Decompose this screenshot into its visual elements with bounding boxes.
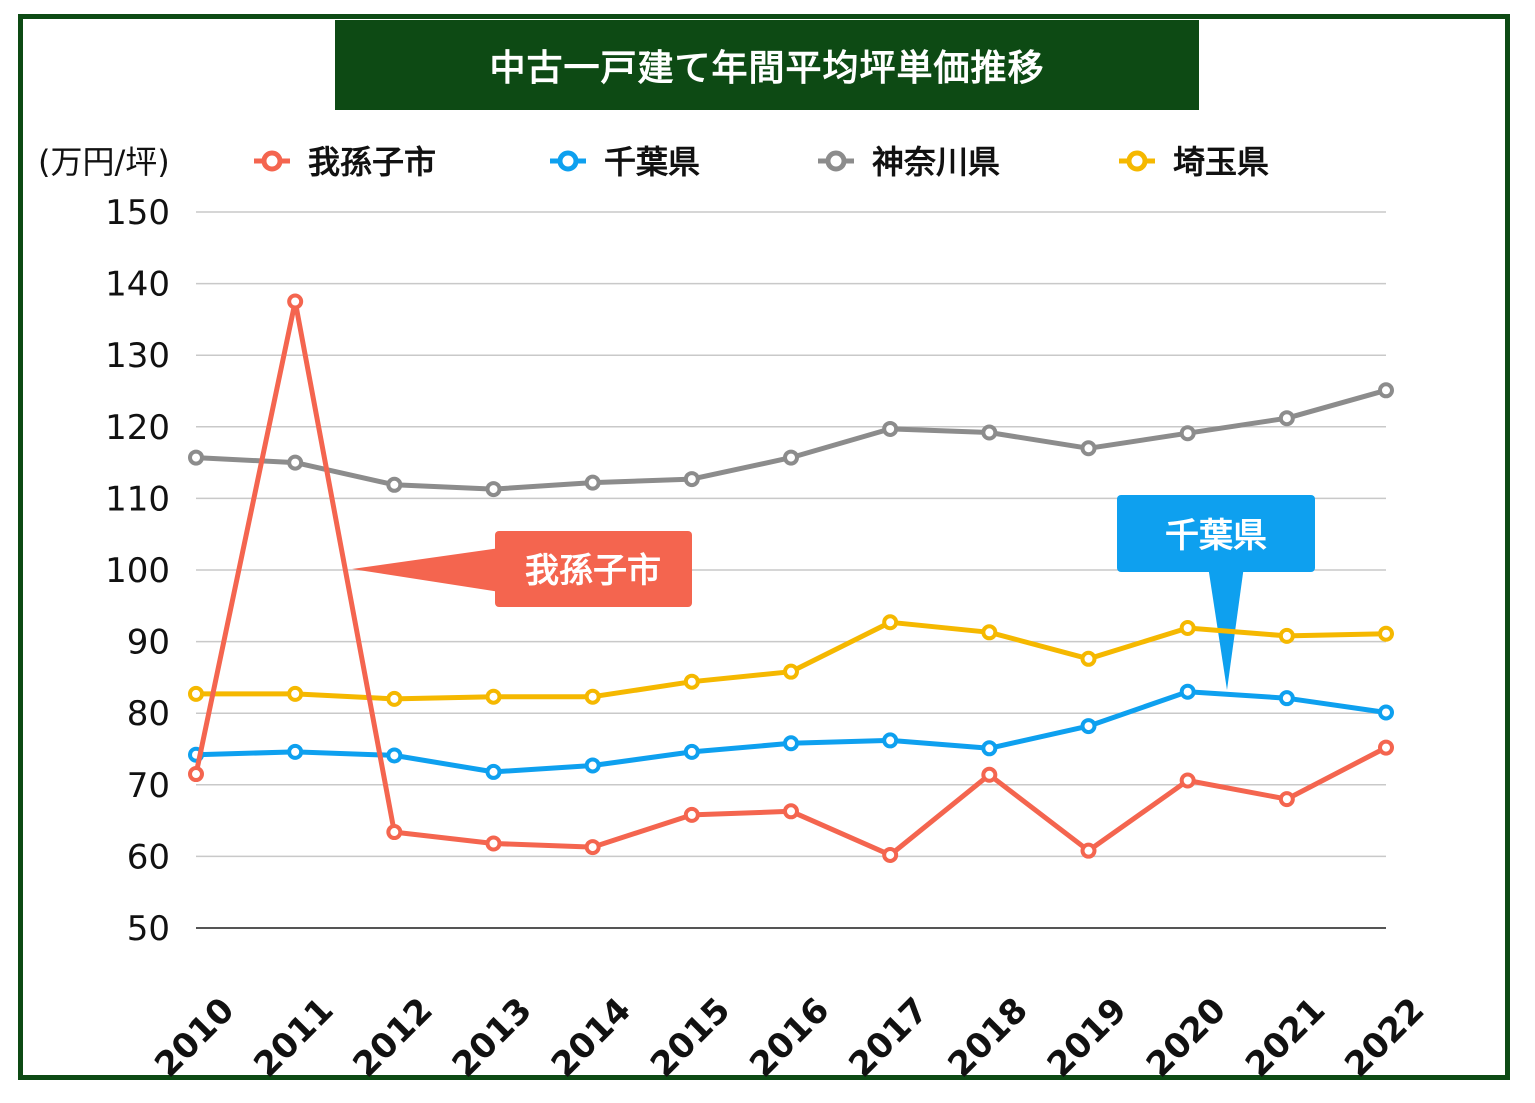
data-point-1-2015 — [683, 743, 700, 760]
data-point-2-2020 — [1179, 425, 1196, 442]
x-tick-label-2022: 2022 — [1337, 990, 1432, 1085]
series-line-3 — [196, 619, 1387, 702]
data-point-1-2011 — [287, 743, 304, 760]
data-point-1-2019 — [1080, 718, 1097, 735]
data-point-3-2014 — [584, 688, 601, 705]
data-point-3-2019 — [1080, 650, 1097, 667]
legend-label-2: 神奈川県 — [872, 143, 1000, 181]
data-point-0-2012 — [386, 824, 403, 841]
y-tick-label-100: 100 — [105, 551, 170, 591]
data-point-3-2013 — [485, 688, 502, 705]
data-point-0-2019 — [1080, 842, 1097, 859]
data-point-2-2022 — [1378, 382, 1394, 399]
y-tick-label-50: 50 — [127, 909, 170, 949]
data-point-0-2016 — [783, 803, 799, 820]
legend-label-1: 千葉県 — [604, 143, 700, 181]
data-point-3-2020 — [1179, 619, 1196, 636]
data-point-0-2011 — [287, 293, 304, 310]
data-point-3-2015 — [683, 673, 700, 690]
data-point-2-2010 — [188, 449, 204, 466]
y-tick-label-140: 140 — [105, 265, 170, 305]
data-point-1-2017 — [882, 732, 899, 749]
data-point-0-2010 — [188, 766, 204, 783]
data-point-3-2018 — [981, 624, 998, 641]
data-point-0-2013 — [485, 835, 502, 852]
data-point-0-2020 — [1179, 772, 1196, 789]
data-point-2-2017 — [882, 420, 899, 437]
data-point-1-2021 — [1278, 690, 1295, 707]
data-point-0-2022 — [1378, 739, 1394, 756]
y-tick-label-110: 110 — [105, 479, 170, 519]
x-tick-label-2020: 2020 — [1139, 990, 1234, 1085]
data-point-2-2019 — [1080, 440, 1097, 457]
chart-title: 中古一戸建て年間平均坪単価推移 — [335, 20, 1199, 110]
data-point-1-2013 — [485, 763, 502, 780]
callout-box-chiba — [1117, 495, 1315, 572]
data-point-2-2016 — [783, 449, 799, 466]
x-tick-label-2013: 2013 — [445, 990, 540, 1085]
data-point-3-2010 — [188, 685, 204, 702]
x-tick-label-2015: 2015 — [643, 990, 738, 1085]
y-axis-unit-label: (万円/坪) — [38, 143, 170, 181]
y-tick-label-120: 120 — [105, 408, 170, 448]
x-tick-label-2014: 2014 — [544, 990, 639, 1085]
callout-label-abiko: 我孫子市 — [525, 551, 661, 591]
data-point-3-2016 — [783, 663, 799, 680]
legend-marker-3 — [1126, 150, 1148, 172]
data-point-1-2012 — [386, 747, 403, 764]
x-tick-label-2018: 2018 — [940, 990, 1035, 1085]
x-tick-label-2016: 2016 — [742, 990, 837, 1085]
data-point-1-2014 — [584, 757, 601, 774]
y-tick-label-90: 90 — [127, 623, 170, 663]
data-point-3-2012 — [386, 690, 403, 707]
x-tick-label-2017: 2017 — [841, 990, 936, 1085]
callout-label-chiba: 千葉県 — [1165, 516, 1267, 556]
x-tick-label-2012: 2012 — [345, 990, 440, 1085]
legend-marker-2 — [825, 150, 847, 172]
data-point-0-2021 — [1278, 791, 1295, 808]
data-point-2-2014 — [584, 474, 601, 491]
series-line-2 — [195, 387, 1387, 492]
y-tick-label-80: 80 — [127, 694, 170, 734]
data-point-3-2011 — [287, 685, 304, 702]
data-point-3-2021 — [1278, 627, 1295, 644]
legend-label-3: 埼玉県 — [1173, 143, 1269, 181]
data-point-2-2018 — [981, 424, 998, 441]
data-point-3-2017 — [882, 614, 899, 631]
data-point-2-2013 — [485, 481, 502, 498]
x-tick-label-2010: 2010 — [147, 990, 242, 1085]
data-point-0-2015 — [683, 806, 700, 823]
data-point-0-2014 — [584, 839, 601, 856]
data-point-2-2012 — [386, 476, 403, 493]
series-line-0 — [193, 299, 1388, 858]
x-tick-label-2021: 2021 — [1238, 990, 1333, 1085]
data-point-2-2011 — [287, 454, 304, 471]
data-point-0-2018 — [981, 766, 998, 783]
callout-box-abiko — [495, 531, 692, 607]
x-tick-label-2019: 2019 — [1040, 990, 1135, 1085]
data-point-0-2017 — [882, 846, 899, 863]
callout-pointer-chiba — [1208, 566, 1244, 690]
y-tick-label-60: 60 — [127, 837, 170, 877]
data-point-2-2021 — [1278, 410, 1295, 427]
callout-pointer-abiko — [352, 548, 500, 592]
data-point-1-2022 — [1378, 704, 1394, 721]
data-point-1-2016 — [783, 735, 799, 752]
x-tick-label-2011: 2011 — [246, 990, 341, 1085]
y-tick-label-150: 150 — [105, 193, 170, 233]
data-point-2-2015 — [683, 471, 700, 488]
data-point-1-2020 — [1179, 683, 1196, 700]
y-tick-label-70: 70 — [127, 766, 170, 806]
data-point-3-2022 — [1378, 625, 1394, 642]
legend-marker-0 — [261, 150, 283, 172]
y-tick-label-130: 130 — [105, 336, 170, 376]
legend-label-0: 我孫子市 — [308, 143, 436, 181]
legend-marker-1 — [557, 150, 579, 172]
data-point-1-2018 — [981, 740, 998, 757]
